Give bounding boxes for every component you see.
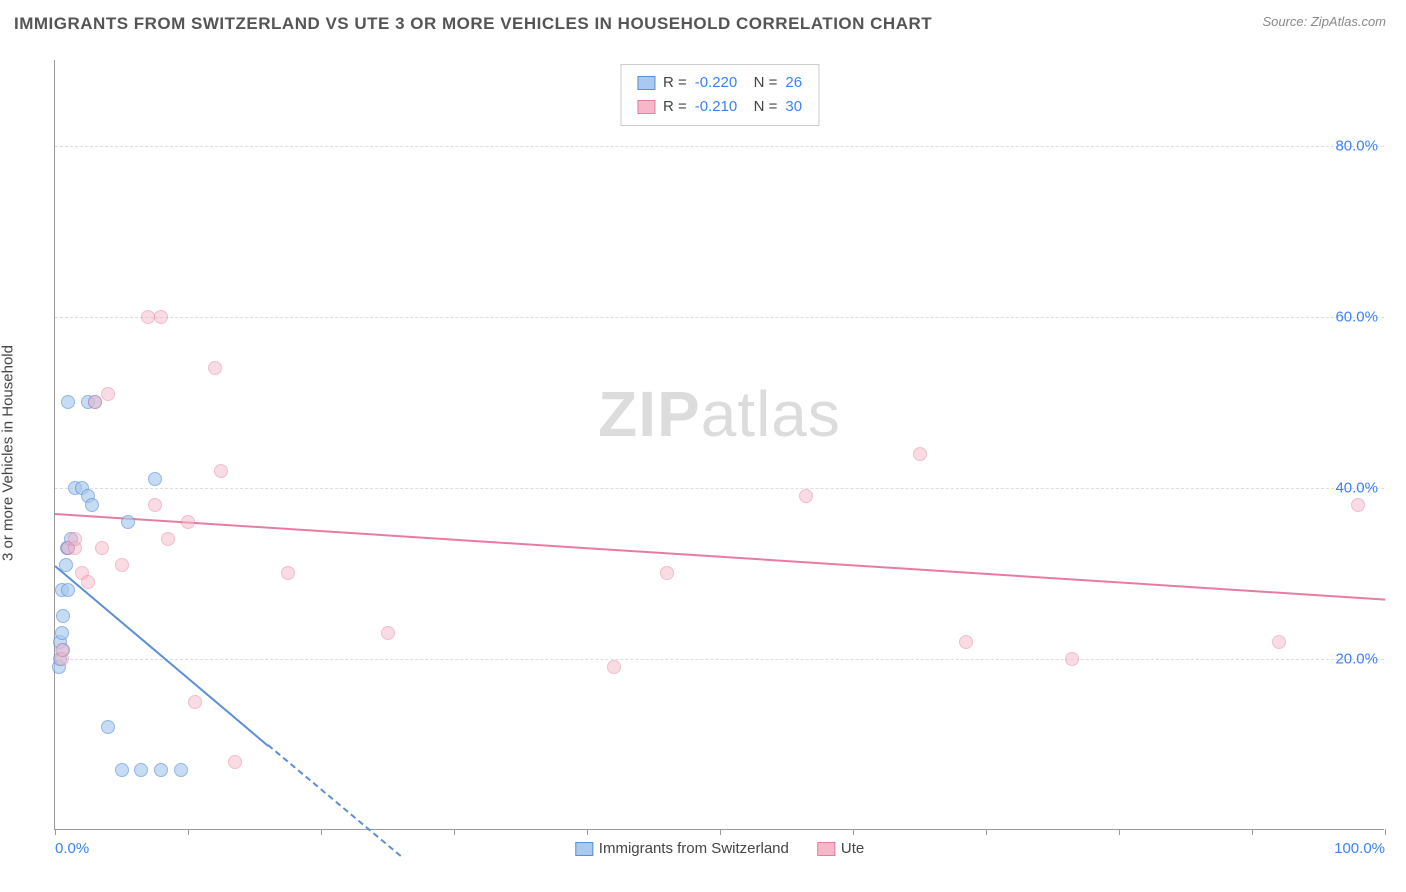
data-point [913,447,927,461]
data-point [95,541,109,555]
data-point [101,387,115,401]
data-point [56,609,70,623]
legend-swatch [817,842,835,856]
data-point [174,763,188,777]
data-point [161,532,175,546]
y-tick-label: 60.0% [1335,308,1378,325]
data-point [154,310,168,324]
data-point [148,472,162,486]
data-point [101,720,115,734]
r-value: -0.220 [695,71,738,95]
series-legend: Immigrants from Switzerland Ute [575,840,864,857]
data-point [61,583,75,597]
legend-swatch [575,842,593,856]
x-tick-label: 0.0% [55,840,89,857]
y-tick-label: 40.0% [1335,479,1378,496]
data-point [68,532,82,546]
chart-container: 3 or more Vehicles in Household ZIPatlas… [14,48,1392,858]
gridline [55,488,1384,489]
y-tick-label: 20.0% [1335,650,1378,667]
x-tick-mark [986,829,987,835]
data-point [115,763,129,777]
data-point [959,635,973,649]
data-point [208,361,222,375]
legend-row: R = -0.210 N = 30 [637,95,802,119]
data-point [121,515,135,529]
trend-line [267,745,401,858]
r-value: -0.210 [695,95,738,119]
x-tick-label: 100.0% [1334,840,1385,857]
trend-line [55,513,1385,601]
data-point [61,395,75,409]
n-value: 26 [785,71,802,95]
data-point [141,310,155,324]
x-tick-mark [1252,829,1253,835]
data-point [214,464,228,478]
watermark: ZIPatlas [598,377,841,451]
x-tick-mark [454,829,455,835]
data-point [1065,652,1079,666]
data-point [228,755,242,769]
gridline [55,317,1384,318]
gridline [55,146,1384,147]
x-tick-mark [55,829,56,835]
data-point [1351,498,1365,512]
data-point [188,695,202,709]
n-value: 30 [785,95,802,119]
x-tick-mark [321,829,322,835]
x-tick-mark [853,829,854,835]
y-axis-label: 3 or more Vehicles in Household [0,345,17,561]
x-tick-mark [1385,829,1386,835]
x-tick-mark [720,829,721,835]
data-point [134,763,148,777]
plot-area: ZIPatlas 20.0%40.0%60.0%80.0%0.0%100.0%R… [54,60,1384,830]
legend-swatch [637,100,655,114]
x-tick-mark [188,829,189,835]
legend-row: R = -0.220 N = 26 [637,71,802,95]
data-point [88,395,102,409]
data-point [85,498,99,512]
data-point [799,489,813,503]
legend-item: Immigrants from Switzerland [575,840,789,857]
chart-title: IMMIGRANTS FROM SWITZERLAND VS UTE 3 OR … [14,14,932,34]
data-point [181,515,195,529]
data-point [115,558,129,572]
y-tick-label: 80.0% [1335,137,1378,154]
x-tick-mark [1119,829,1120,835]
gridline [55,659,1384,660]
correlation-legend: R = -0.220 N = 26R = -0.210 N = 30 [620,64,819,126]
legend-item: Ute [817,840,864,857]
data-point [81,575,95,589]
data-point [55,626,69,640]
x-tick-mark [587,829,588,835]
data-point [1272,635,1286,649]
data-point [660,566,674,580]
source-label: Source: ZipAtlas.com [1262,14,1386,29]
data-point [55,643,69,657]
data-point [281,566,295,580]
data-point [59,558,73,572]
data-point [381,626,395,640]
data-point [607,660,621,674]
trend-line [54,565,268,746]
data-point [148,498,162,512]
legend-swatch [637,76,655,90]
data-point [154,763,168,777]
